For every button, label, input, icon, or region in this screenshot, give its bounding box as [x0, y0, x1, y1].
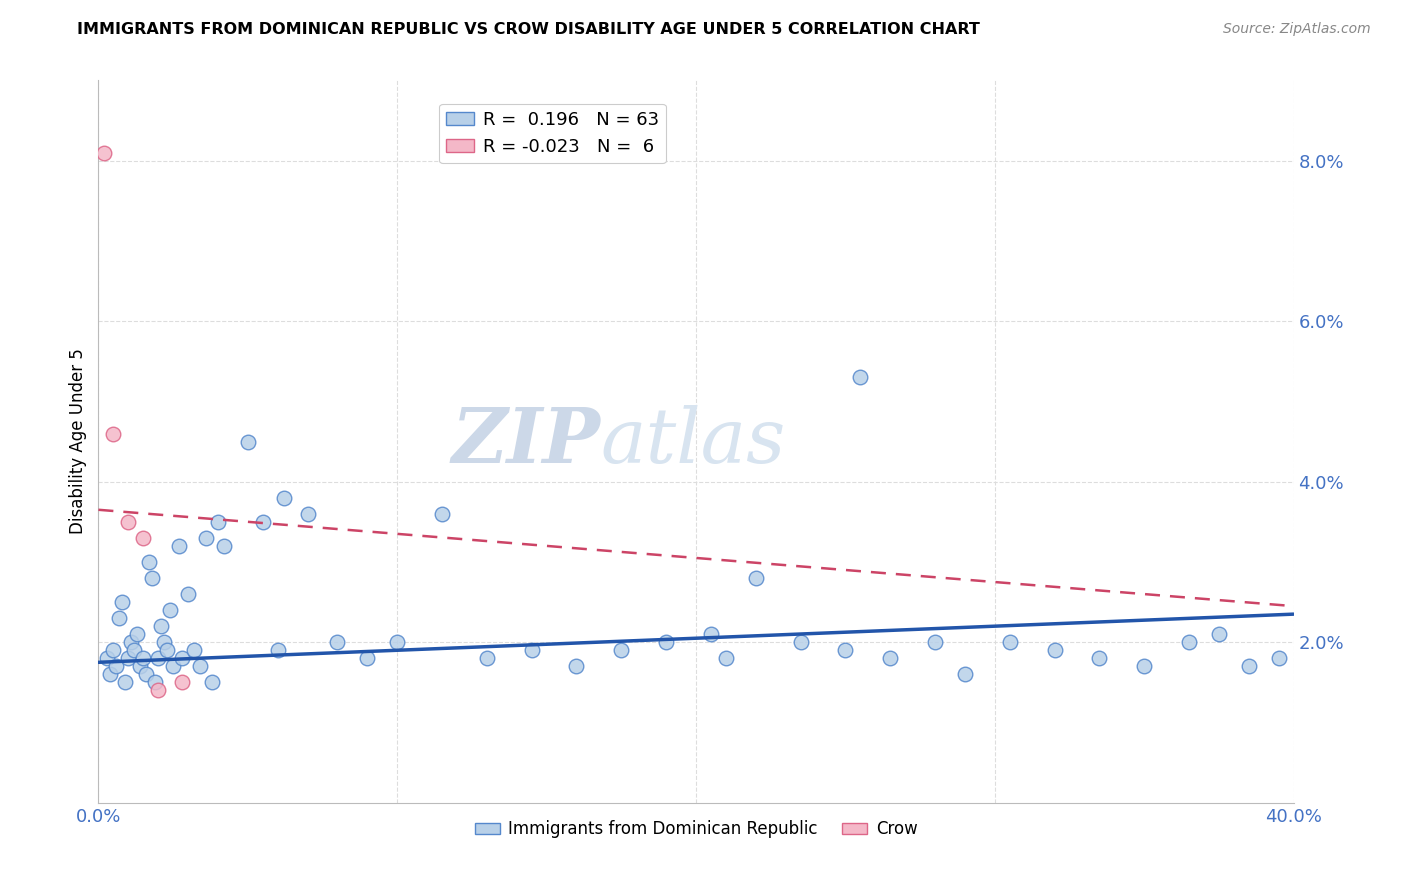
Point: [520, 643, 543, 657]
Point: [188, 659, 211, 673]
Point: [879, 651, 901, 665]
Point: [1178, 635, 1201, 649]
Point: [148, 651, 170, 665]
Point: [117, 651, 139, 665]
Point: [475, 651, 498, 665]
Point: [143, 675, 166, 690]
Point: [273, 491, 295, 505]
Text: ZIP: ZIP: [451, 405, 600, 478]
Legend: Immigrants from Dominican Republic, Crow: Immigrants from Dominican Republic, Crow: [468, 814, 924, 845]
Point: [183, 643, 205, 657]
Point: [356, 651, 378, 665]
Point: [138, 555, 160, 569]
Point: [745, 571, 768, 585]
Point: [326, 635, 349, 649]
Point: [998, 635, 1021, 649]
Point: [159, 603, 181, 617]
Point: [565, 659, 588, 673]
Point: [153, 635, 176, 649]
Point: [135, 667, 157, 681]
Point: [789, 635, 811, 649]
Point: [103, 426, 125, 441]
Point: [148, 683, 170, 698]
Point: [252, 515, 274, 529]
Point: [162, 659, 184, 673]
Point: [129, 659, 152, 673]
Y-axis label: Disability Age Under 5: Disability Age Under 5: [69, 349, 87, 534]
Point: [297, 507, 319, 521]
Point: [212, 539, 235, 553]
Point: [236, 434, 259, 449]
Point: [150, 619, 173, 633]
Point: [124, 643, 146, 657]
Point: [195, 531, 218, 545]
Point: [1088, 651, 1111, 665]
Point: [96, 651, 118, 665]
Point: [655, 635, 678, 649]
Point: [385, 635, 409, 649]
Point: [120, 635, 142, 649]
Point: [103, 643, 125, 657]
Point: [201, 675, 224, 690]
Point: [1208, 627, 1230, 641]
Point: [1043, 643, 1066, 657]
Text: atlas: atlas: [600, 405, 786, 478]
Point: [167, 539, 190, 553]
Point: [207, 515, 229, 529]
Point: [111, 595, 134, 609]
Point: [127, 627, 149, 641]
Point: [172, 651, 194, 665]
Point: [132, 651, 155, 665]
Point: [1237, 659, 1260, 673]
Point: [849, 370, 872, 384]
Point: [714, 651, 737, 665]
Point: [610, 643, 633, 657]
Text: IMMIGRANTS FROM DOMINICAN REPUBLIC VS CROW DISABILITY AGE UNDER 5 CORRELATION CH: IMMIGRANTS FROM DOMINICAN REPUBLIC VS CR…: [77, 22, 980, 37]
Point: [108, 611, 131, 625]
Point: [834, 643, 856, 657]
Point: [1133, 659, 1156, 673]
Point: [953, 667, 976, 681]
Point: [267, 643, 290, 657]
Point: [117, 515, 139, 529]
Text: Source: ZipAtlas.com: Source: ZipAtlas.com: [1223, 22, 1371, 37]
Point: [141, 571, 163, 585]
Point: [172, 675, 194, 690]
Point: [114, 675, 136, 690]
Point: [924, 635, 946, 649]
Point: [430, 507, 453, 521]
Point: [105, 659, 128, 673]
Point: [1267, 651, 1289, 665]
Point: [177, 587, 200, 601]
Point: [132, 531, 155, 545]
Point: [156, 643, 179, 657]
Point: [93, 145, 115, 160]
Point: [700, 627, 723, 641]
Point: [98, 667, 122, 681]
